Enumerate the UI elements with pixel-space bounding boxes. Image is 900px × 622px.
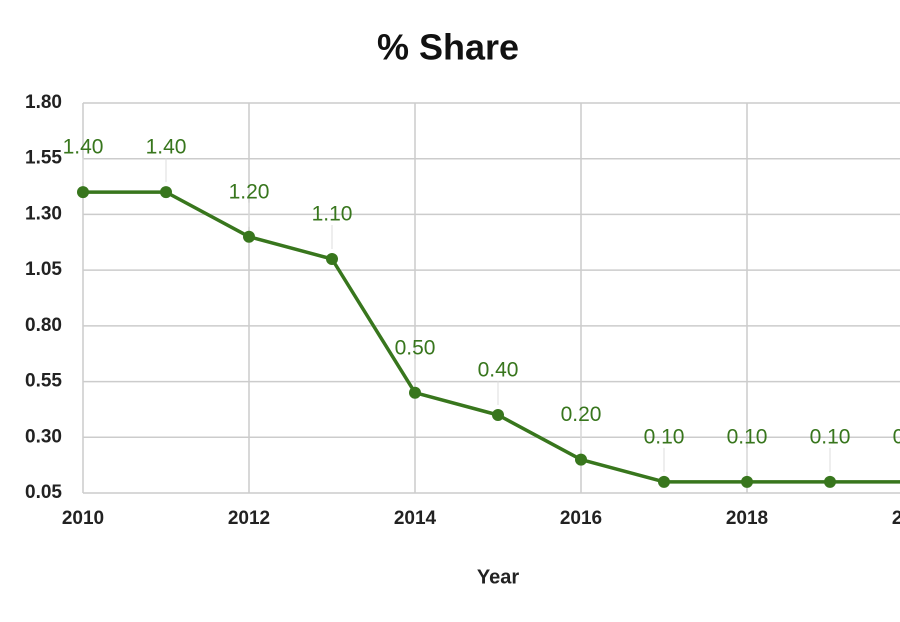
value-label: 1.10 — [312, 203, 353, 226]
value-label: 1.40 — [63, 136, 104, 159]
value-label: 0.40 — [478, 359, 519, 382]
y-tick-label: 0.80 — [25, 315, 62, 336]
x-tick-label: 2020 — [892, 508, 900, 529]
point — [409, 386, 421, 399]
value-label: 0.10 — [644, 425, 685, 448]
value-label: 0.10 — [727, 425, 768, 448]
point — [160, 186, 172, 199]
x-tick-label: 2010 — [62, 508, 104, 529]
y-tick-label: 1.30 — [25, 203, 62, 224]
value-label: 1.40 — [146, 136, 187, 159]
point — [658, 475, 670, 488]
x-axis-title: Year — [477, 566, 519, 588]
point — [243, 230, 255, 243]
y-tick-label: 0.30 — [25, 426, 62, 447]
value-label: 1.20 — [229, 180, 270, 203]
value-label: 0.50 — [395, 336, 436, 359]
value-label: 0.20 — [561, 403, 602, 426]
x-tick-label: 2014 — [394, 508, 437, 529]
y-tick-label: 1.55 — [25, 148, 62, 169]
point — [741, 475, 753, 488]
point — [326, 253, 338, 265]
value-label: 0.10 — [893, 425, 900, 448]
x-tick-label: 2018 — [726, 508, 768, 529]
y-tick-label: 1.80 — [25, 92, 62, 113]
chart-title: % Share — [377, 27, 519, 68]
line — [83, 190, 900, 484]
point — [492, 409, 504, 421]
point — [77, 186, 89, 199]
point — [575, 453, 587, 466]
x-tick-label: 2016 — [560, 508, 602, 529]
x-tick-label: 2012 — [228, 508, 270, 529]
y-tick-label: 1.05 — [25, 259, 62, 280]
value-label: 0.10 — [810, 425, 851, 448]
y-tick-label: 0.55 — [25, 371, 62, 392]
point — [824, 475, 836, 488]
y-tick-label: 0.05 — [25, 482, 62, 503]
